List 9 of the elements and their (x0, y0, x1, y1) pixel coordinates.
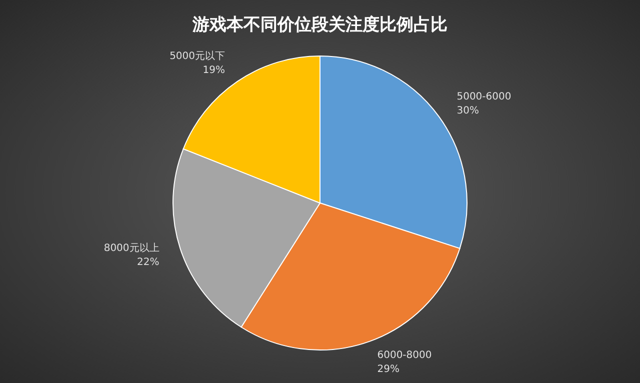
slice-label: 8000元以上 (104, 242, 160, 254)
slice-label: 6000-8000 (377, 350, 432, 362)
data-label: 29% (377, 364, 400, 376)
chart-title: 游戏本不同价位段关注度比例占比 (192, 15, 448, 35)
slice-label: 5000-6000 (456, 92, 512, 103)
data-label: 19% (202, 65, 226, 76)
data-label: 22% (137, 257, 160, 268)
slice-label: 5000元以下 (170, 50, 226, 62)
data-label: 30% (456, 106, 479, 117)
